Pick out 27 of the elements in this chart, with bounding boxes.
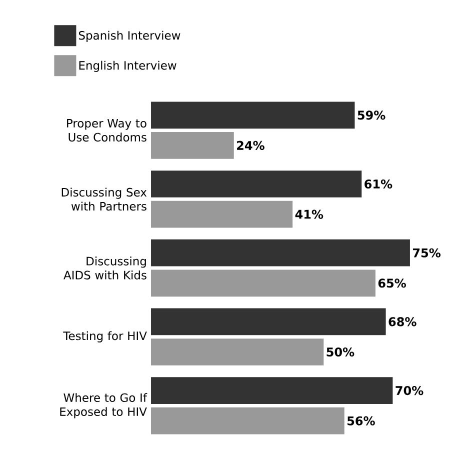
bar [151, 338, 324, 366]
y-tick-label: Testing for HIV [63, 331, 147, 342]
bar [151, 270, 376, 297]
data-label: 75% [412, 248, 441, 258]
bar [151, 170, 362, 198]
legend-label: English Interview [79, 60, 176, 72]
data-label: 59% [358, 110, 386, 120]
bar [151, 200, 293, 228]
data-label: 65% [378, 278, 406, 288]
y-tick-label: Proper Way to Use Condoms [67, 119, 146, 142]
bar [151, 407, 344, 434]
bar [151, 239, 410, 266]
y-tick-label: Discussing AIDS with Kids [64, 256, 146, 280]
bar [151, 377, 393, 404]
y-tick-label: Where to Go If Exposed to HIV [60, 393, 148, 418]
data-label: 24% [237, 140, 264, 150]
data-label: 61% [364, 179, 392, 189]
data-label: 68% [388, 317, 416, 326]
legend-label: Spanish Interview [78, 30, 180, 42]
y-tick-label: Discussing Sex with Partners [62, 188, 147, 211]
bar [151, 308, 386, 336]
bar [151, 132, 234, 159]
data-label: 50% [326, 347, 354, 357]
data-label: 41% [295, 210, 324, 219]
bar [151, 102, 355, 129]
data-label: 56% [347, 416, 375, 426]
data-label: 70% [396, 386, 424, 396]
